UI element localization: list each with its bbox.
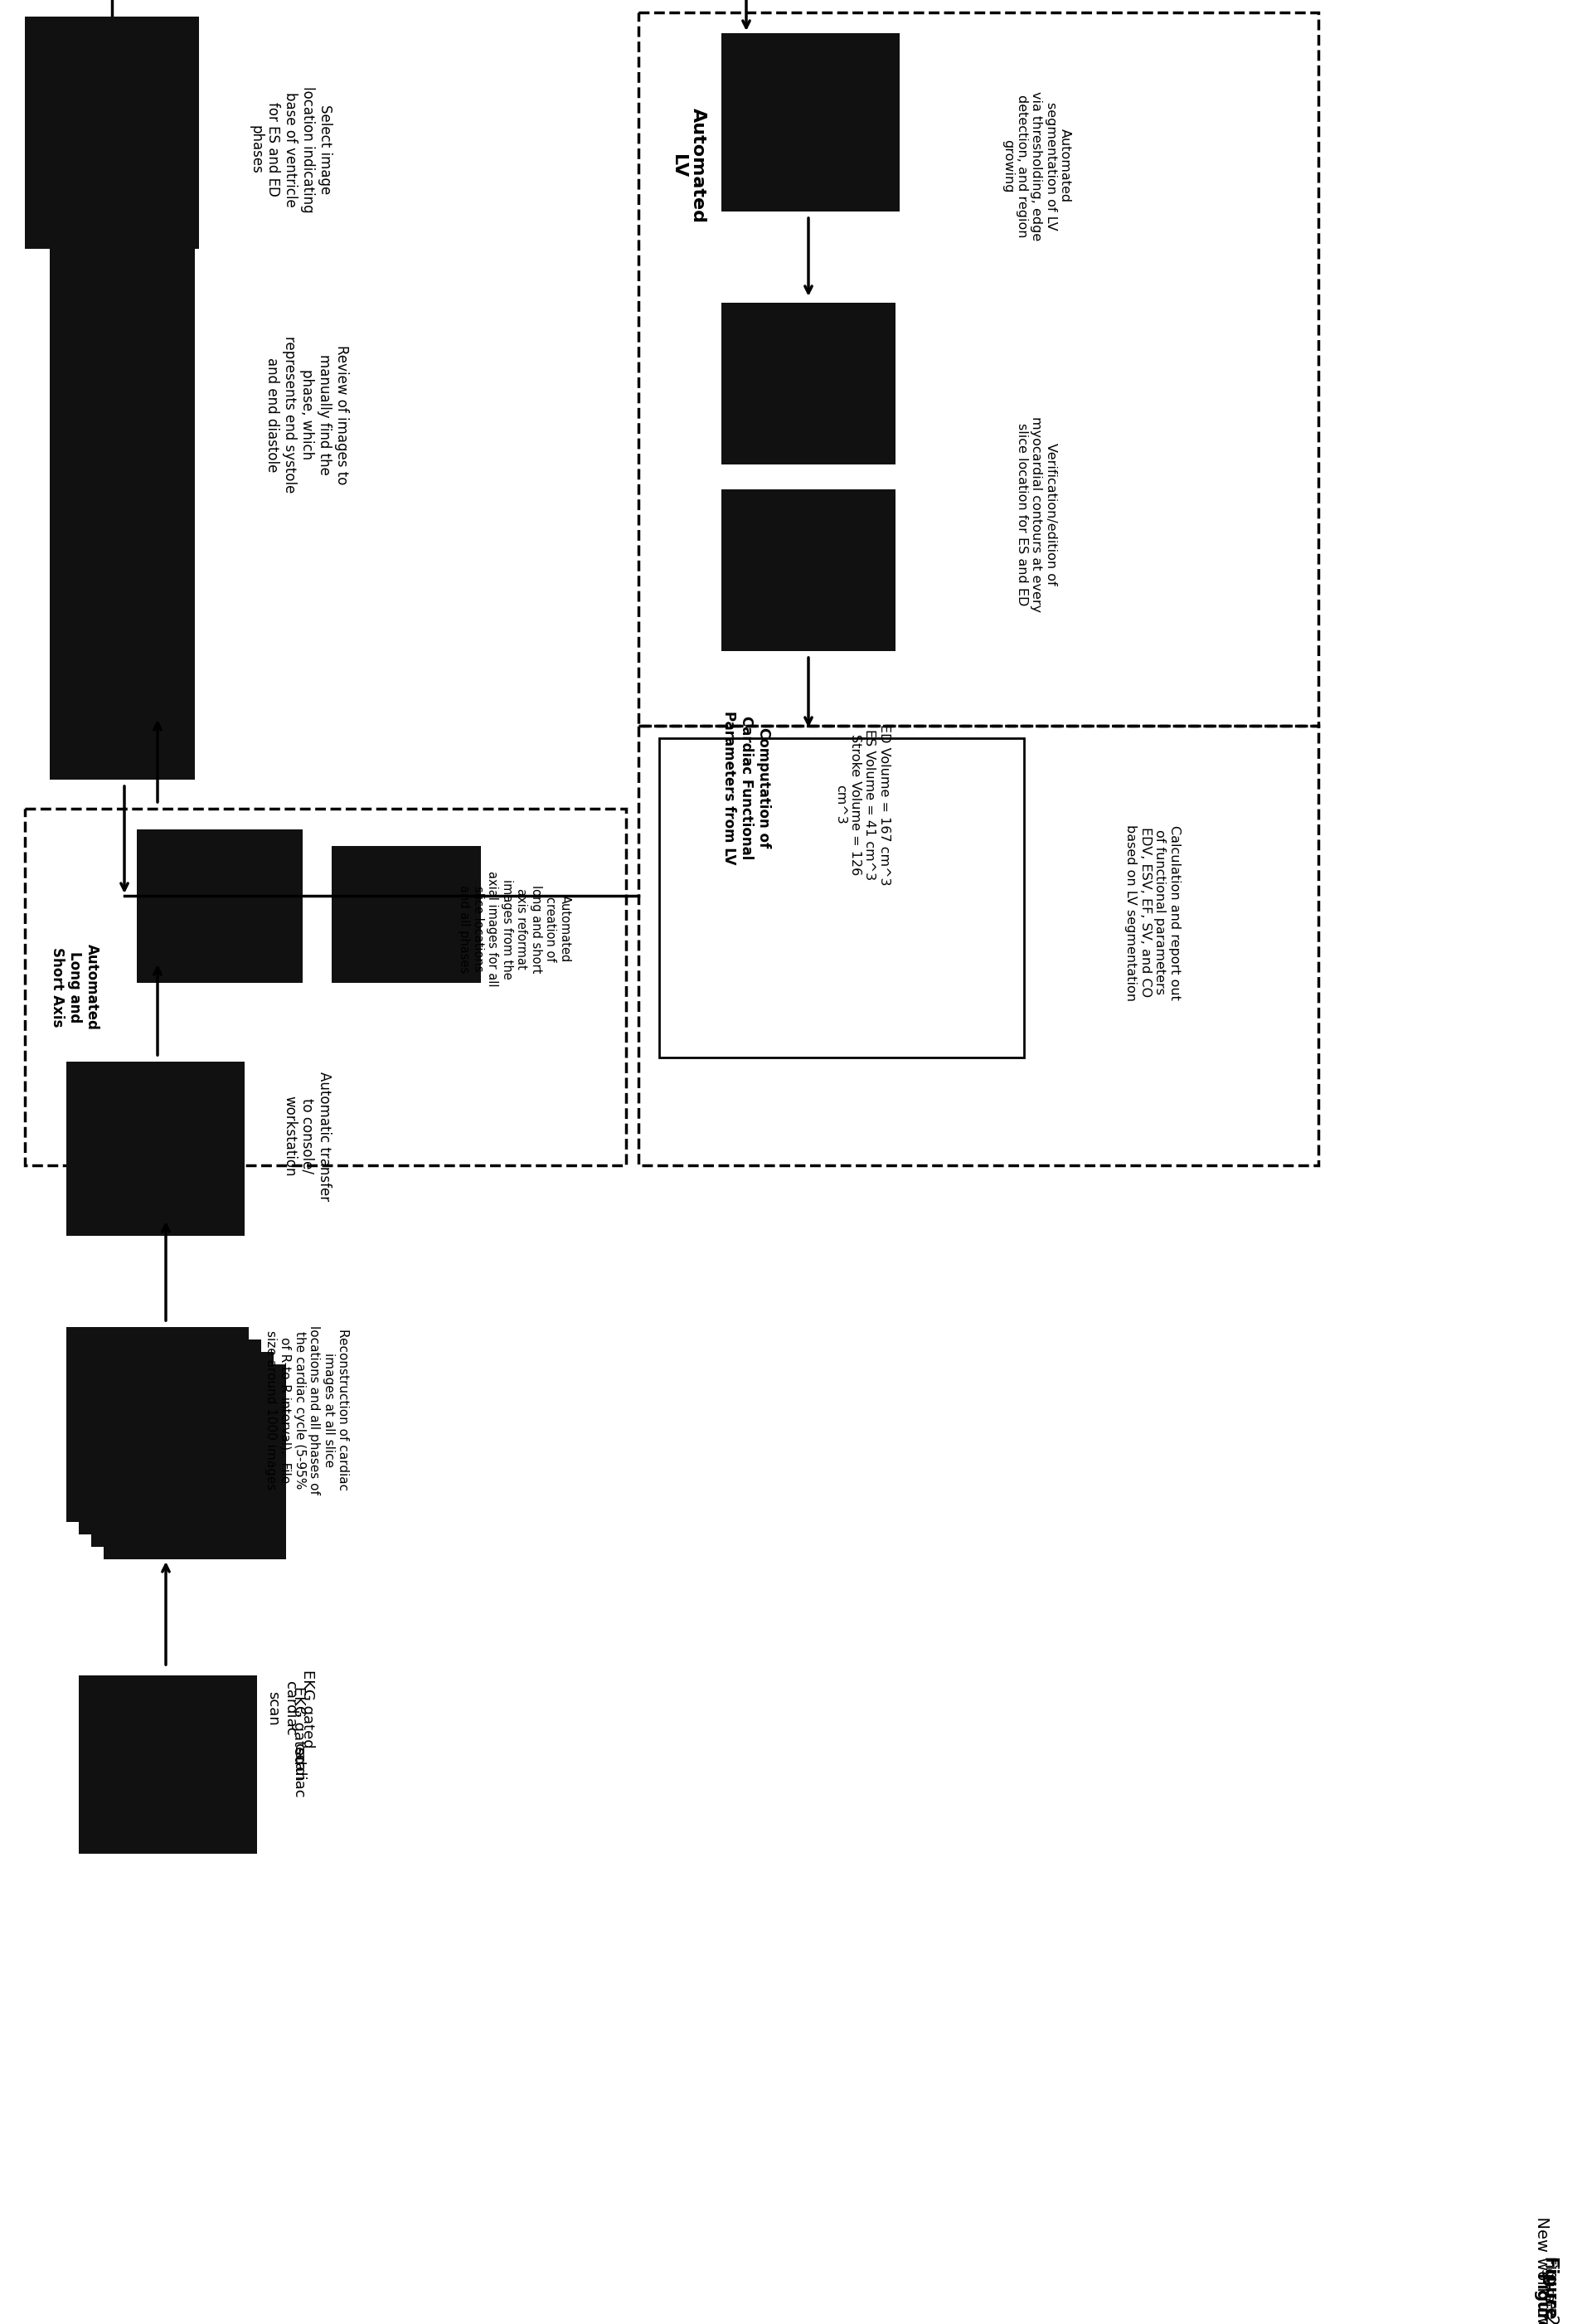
Bar — [78, 1676, 256, 1855]
Text: scan: scan — [291, 1748, 306, 1783]
Bar — [659, 739, 1024, 1057]
Bar — [67, 1327, 248, 1522]
Bar — [638, 725, 1318, 1164]
Text: Figure 2.: Figure 2. — [1535, 2273, 1551, 2324]
Bar — [67, 1062, 245, 1236]
Text: Automated
creation of
long and short
axis reformat
images from the
axial images : Automated creation of long and short axi… — [457, 872, 572, 988]
Text: New workflow for accurate non-invasive measurement of cardiac function using tom: New workflow for accurate non-invasive m… — [1535, 2205, 1551, 2324]
Text: Reconstruction of cardiac
images at all slice
locations and all phases of
the ca: Reconstruction of cardiac images at all … — [264, 1325, 349, 1494]
Text: Verification/edition of
myocardial contours at every
slice location for ES and E: Verification/edition of myocardial conto… — [1016, 416, 1057, 611]
Bar — [137, 830, 302, 983]
Text: Automated
Long and
Short Axis: Automated Long and Short Axis — [49, 944, 99, 1030]
Text: Figure 2.: Figure 2. — [1543, 2257, 1559, 2324]
Bar — [49, 84, 194, 779]
Bar — [78, 1339, 261, 1534]
Text: Calculation and report out
of functional parameters
EDV, ESV, EF, SV, and CO
bas: Calculation and report out of functional… — [1124, 825, 1180, 1002]
Bar — [25, 809, 626, 1164]
Text: Automatic transfer
to console/
workstation: Automatic transfer to console/ workstati… — [282, 1071, 331, 1202]
Text: Figure 2.  New workflow for accurate non-invasive measurement of cardiac functio: Figure 2. New workflow for accurate non-… — [1543, 2257, 1559, 2324]
Text: Automated
LV: Automated LV — [670, 109, 707, 223]
Text: EKG gated: EKG gated — [291, 1685, 306, 1764]
Bar — [721, 33, 899, 211]
Bar — [721, 490, 895, 651]
Bar — [25, 16, 199, 249]
Text: cardiac: cardiac — [291, 1743, 306, 1799]
Text: Review of images to
manually find the
phase, which
represents end systole
and en: Review of images to manually find the ph… — [264, 337, 349, 493]
Text: Computation of
Cardiac Functional
Parameters from LV: Computation of Cardiac Functional Parame… — [721, 711, 771, 865]
Bar — [103, 1364, 287, 1559]
Bar — [91, 1353, 274, 1548]
Bar — [331, 846, 481, 983]
Text: ED Volume = 167 cm^3
ES Volume = 41 cm^3
Stroke Volume = 126
cm^3: ED Volume = 167 cm^3 ES Volume = 41 cm^3… — [834, 723, 890, 885]
Text: Automated
segmentation of LV
via thresholding, edge
detection, and region
growin: Automated segmentation of LV via thresho… — [1001, 91, 1071, 242]
Text: EKG gated
cardiac
scan: EKG gated cardiac scan — [266, 1669, 315, 1748]
Text: Figure 2.  New workflow for accurate non-invasive measurement of cardiac functio: Figure 2. New workflow for accurate non-… — [1541, 2257, 1557, 2324]
Bar — [721, 302, 895, 465]
Bar — [638, 12, 1318, 725]
Text: Select image
location indicating
base of ventricle
for ES and ED
phases: Select image location indicating base of… — [248, 86, 333, 211]
